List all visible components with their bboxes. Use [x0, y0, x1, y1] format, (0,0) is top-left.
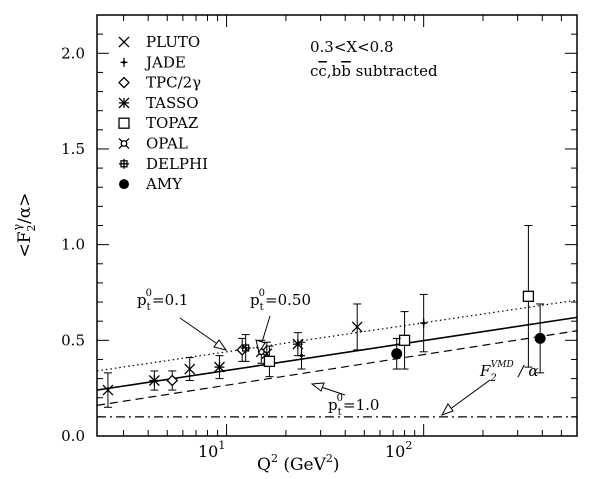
marker-shape — [391, 348, 403, 360]
arrow-pt01-head — [213, 339, 228, 351]
y-axis-title-text: <F2γ/α> — [11, 192, 38, 257]
svg-text:pt0=1.0: pt0=1.0 — [328, 393, 379, 418]
legend-label: TPC/2γ — [146, 74, 201, 92]
point-amy — [534, 332, 546, 344]
marker-stroke — [102, 384, 114, 396]
marker-dot — [422, 321, 426, 325]
marker-stroke — [351, 321, 363, 333]
marker-dot — [122, 60, 126, 64]
legend-label: TASSO — [146, 94, 199, 112]
y-tick-label: 2.0 — [61, 44, 85, 62]
point-topaz — [263, 355, 276, 368]
point-topaz — [398, 334, 411, 346]
legend-marker — [118, 97, 130, 109]
legend: PLUTO JADE TPC/2γ TASSO TOPAZ OPAL DELPHI AMY — [118, 33, 208, 193]
arrow-vmd-head — [440, 403, 454, 416]
legend-marker — [119, 158, 129, 169]
marker-shape — [118, 117, 130, 129]
range-annotation: 0.3<X<0.8 — [310, 38, 394, 56]
marker-shape — [119, 179, 129, 190]
legend-label: OPAL — [146, 135, 188, 153]
marker-shape — [522, 290, 535, 302]
point-delphi — [240, 342, 251, 353]
curve-label-pt01: pt0=0.1 — [137, 288, 188, 313]
point-topaz — [522, 290, 535, 302]
curve-dashed — [96, 330, 578, 406]
theory-curves — [96, 299, 578, 418]
arrow-pt050-head — [255, 339, 266, 354]
legend-marker — [118, 76, 130, 89]
point-pluto — [184, 363, 196, 375]
point-tasso — [213, 361, 225, 373]
svg-text:pt0=0.50: pt0=0.50 — [250, 288, 311, 313]
y-axis-title: <F2γ/α> — [11, 192, 38, 257]
marker-stroke — [118, 36, 130, 48]
x-axis-title: Q2 (GeV2) — [257, 452, 340, 475]
marker-shape — [118, 76, 130, 89]
legend-label: AMY — [145, 175, 183, 193]
legend-marker — [120, 57, 128, 67]
marker-shape — [263, 355, 276, 368]
marker-shape — [166, 374, 179, 387]
x-tick-label-100: 102 — [385, 439, 412, 461]
legend-marker — [118, 138, 130, 149]
marker-shape — [120, 140, 128, 147]
data-points — [102, 225, 546, 408]
x-tick-label-100-exp: 2 — [405, 439, 412, 452]
marker-shape — [534, 332, 546, 344]
annotation-arrows — [179, 315, 491, 416]
point-pluto — [102, 384, 114, 396]
y-tick-label: 1.0 — [61, 236, 85, 254]
y-tick-label: 0.5 — [61, 331, 85, 349]
svg-text:F2VMD / α: F2VMD / α — [479, 360, 538, 384]
arrow-pt10-head — [310, 382, 325, 392]
point-tasso — [292, 338, 304, 350]
y-tick-label: 0.0 — [61, 427, 85, 445]
legend-marker — [118, 117, 130, 129]
marker-shape — [398, 334, 411, 346]
x-tick-label-10-exp: 1 — [218, 439, 225, 452]
legend-label: TOPAZ — [146, 114, 198, 132]
point-pluto — [351, 321, 363, 333]
legend-label: JADE — [144, 53, 186, 71]
curve-label-pt050: pt0=0.50 — [250, 288, 311, 313]
marker-stroke — [184, 363, 196, 375]
legend-marker — [118, 36, 130, 48]
legend-label: PLUTO — [146, 33, 200, 51]
legend-marker — [119, 179, 129, 190]
curve-solid — [96, 316, 578, 391]
point-tpc-2- — [166, 374, 179, 387]
point-tasso — [148, 375, 160, 386]
marker-stroke — [261, 348, 273, 360]
subtracted-annotation: cc,bb subtracted — [310, 62, 438, 80]
y-tick-label: 1.5 — [61, 140, 85, 158]
svg-text:pt0=0.1: pt0=0.1 — [137, 288, 188, 313]
x-tick-label-10: 101 — [198, 439, 225, 461]
y-tick-labels: 0.0 0.5 1.0 1.5 2.0 — [61, 44, 85, 445]
legend-label: DELPHI — [146, 155, 208, 173]
point-jade — [420, 318, 428, 328]
curve-label-pt10: pt0=1.0 — [328, 393, 379, 418]
point-amy — [391, 348, 403, 360]
curve-label-vmd: F2VMD / α — [479, 360, 538, 384]
